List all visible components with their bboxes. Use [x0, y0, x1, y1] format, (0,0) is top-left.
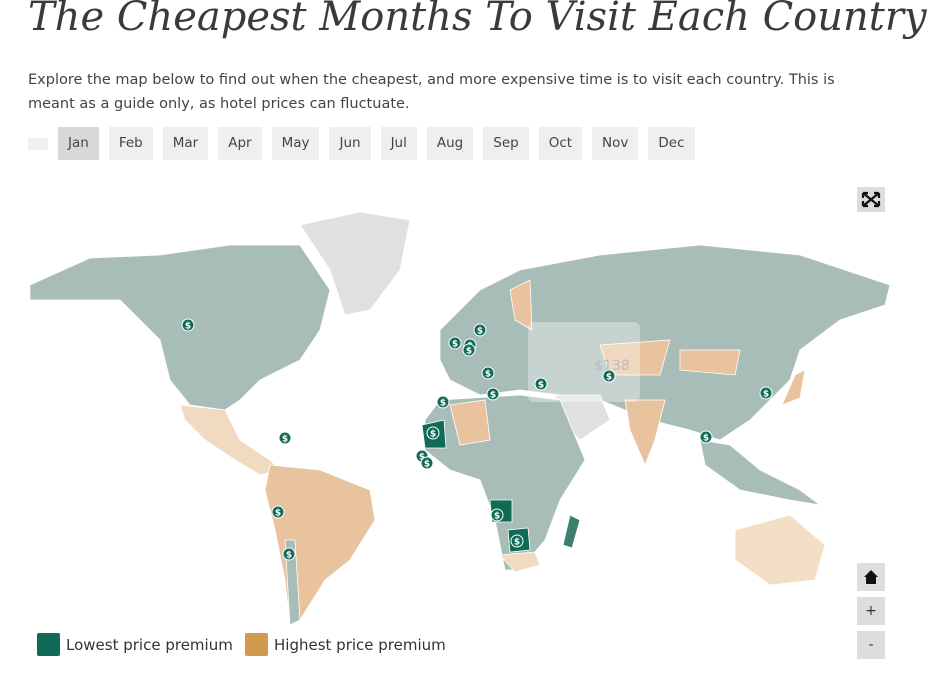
africa[interactable] — [424, 394, 586, 571]
blank-button[interactable] — [28, 138, 48, 150]
price-marker[interactable] — [473, 323, 487, 337]
price-marker-label: $ — [485, 370, 491, 380]
central-america[interactable] — [179, 404, 281, 476]
tooltip-box — [528, 322, 640, 402]
price-marker[interactable] — [278, 431, 292, 445]
sahara[interactable] — [449, 399, 491, 446]
price-marker-label: $ — [477, 327, 483, 337]
southeast-asia[interactable] — [699, 439, 821, 506]
month-button[interactable]: Mar — [162, 127, 209, 160]
price-marker-label: $ — [282, 435, 288, 445]
month-button[interactable]: Sep — [483, 127, 529, 160]
price-marker-label: $ — [703, 434, 709, 444]
price-marker[interactable] — [481, 366, 495, 380]
madagascar[interactable] — [562, 514, 581, 549]
month-button[interactable]: Jul — [380, 127, 417, 160]
chile[interactable] — [284, 539, 301, 626]
legend-item: Lowest price premium — [37, 633, 233, 656]
price-marker-label: $ — [275, 509, 281, 519]
price-marker-label: $ — [440, 399, 446, 409]
price-marker-label: $ — [466, 347, 472, 357]
month-bar: Jan Feb Mar Apr May Jun Jul Aug Sep Oct Nov Dec — [28, 127, 695, 160]
fullscreen-icon — [861, 191, 881, 208]
legend-label: Highest price premium — [274, 635, 446, 654]
month-button[interactable]: Feb — [108, 127, 153, 160]
price-marker[interactable] — [759, 386, 773, 400]
price-marker-label: $ — [452, 340, 458, 350]
price-marker[interactable] — [420, 456, 434, 470]
price-marker-label: $ — [490, 391, 496, 401]
month-button[interactable]: Aug — [426, 127, 474, 160]
price-marker[interactable] — [699, 430, 713, 444]
mongolia[interactable] — [679, 349, 741, 376]
price-marker-label: $ — [419, 453, 425, 463]
price-marker[interactable] — [271, 505, 285, 519]
price-marker[interactable] — [426, 426, 440, 440]
month-button[interactable]: Apr — [218, 127, 262, 160]
south-africa[interactable] — [499, 551, 541, 573]
intro: Explore the map below to find out when t… — [28, 72, 835, 112]
month-button[interactable]: Dec — [648, 127, 695, 160]
home-icon — [864, 570, 878, 584]
legend-swatch — [245, 633, 268, 656]
greenland[interactable] — [299, 211, 411, 316]
month-button[interactable]: Jun — [329, 127, 371, 160]
price-marker[interactable] — [602, 369, 616, 383]
central-asia[interactable] — [599, 339, 671, 376]
japan[interactable] — [781, 369, 806, 406]
australia[interactable] — [734, 514, 826, 586]
month-button[interactable]: Nov — [592, 127, 639, 160]
price-marker[interactable] — [436, 395, 450, 409]
title: The Cheapest Months To Visit Each Countr… — [28, 0, 927, 40]
legend-item: Highest price premium — [245, 633, 446, 656]
price-marker-label: $ — [538, 381, 544, 391]
price-marker[interactable] — [486, 387, 500, 401]
north-america[interactable] — [29, 244, 331, 411]
price-marker-label: $ — [430, 430, 436, 440]
price-marker[interactable] — [448, 336, 462, 350]
india[interactable] — [624, 399, 666, 467]
month-button[interactable]: Jan — [58, 127, 99, 160]
price-marker-label: $ — [494, 512, 500, 522]
zoom-out[interactable]: - — [857, 631, 885, 659]
price-marker-label: $ — [514, 538, 520, 548]
legend-label: Lowest price premium — [66, 635, 233, 654]
price-marker[interactable] — [490, 508, 504, 522]
price-marker-label: $ — [185, 322, 191, 332]
price-marker[interactable] — [282, 547, 296, 561]
price-marker-label: $ — [424, 460, 430, 470]
tooltip-text: $138 — [594, 358, 630, 374]
price-marker[interactable] — [510, 534, 524, 548]
scandinavia[interactable] — [509, 279, 533, 331]
price-marker-label: $ — [763, 390, 769, 400]
month-button[interactable]: May — [271, 127, 320, 160]
price-marker-label: $ — [286, 551, 292, 561]
south-america[interactable] — [264, 464, 376, 626]
price-marker[interactable] — [534, 377, 548, 391]
legend-swatch — [37, 633, 60, 656]
month-button[interactable]: Oct — [538, 127, 583, 160]
zoom-in[interactable]: + — [857, 597, 885, 625]
price-marker-label: $ — [606, 373, 612, 383]
price-marker[interactable] — [181, 318, 195, 332]
price-marker[interactable] — [462, 343, 476, 357]
